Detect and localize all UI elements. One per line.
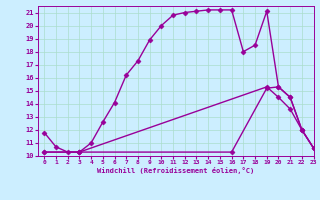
X-axis label: Windchill (Refroidissement éolien,°C): Windchill (Refroidissement éolien,°C) [97, 167, 255, 174]
